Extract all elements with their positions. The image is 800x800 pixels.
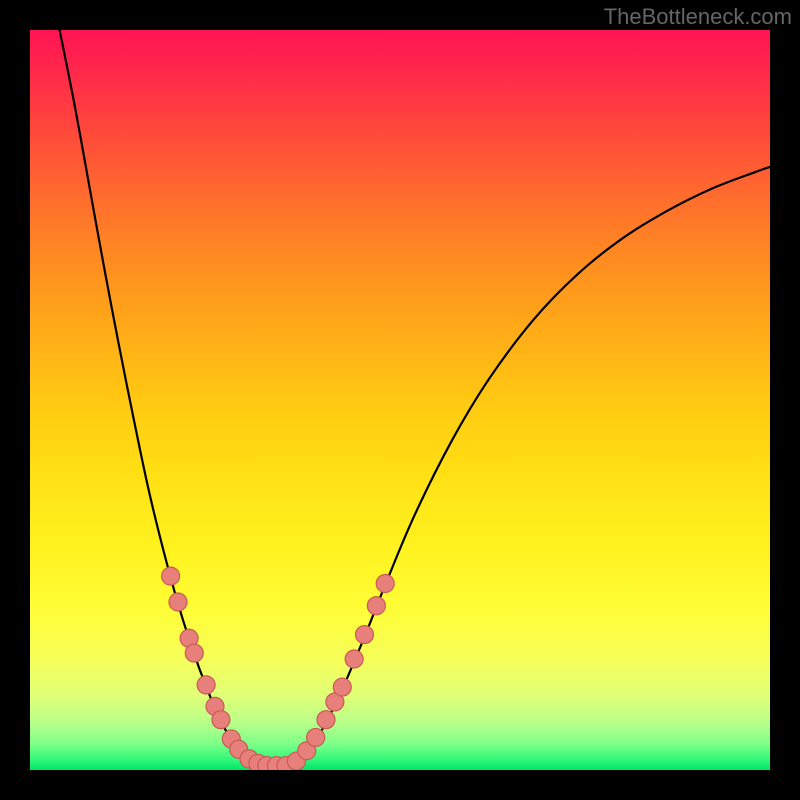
- marker-point: [307, 728, 325, 746]
- chart-container: TheBottleneck.com: [0, 0, 800, 800]
- marker-point: [212, 711, 230, 729]
- marker-point: [317, 711, 335, 729]
- marker-point: [185, 644, 203, 662]
- marker-point: [169, 593, 187, 611]
- plot-area: [30, 30, 770, 770]
- marker-point: [355, 626, 373, 644]
- marker-point: [345, 650, 363, 668]
- marker-point: [197, 676, 215, 694]
- marker-point: [333, 678, 351, 696]
- marker-point: [376, 575, 394, 593]
- gradient-background: [30, 30, 770, 770]
- marker-point: [162, 567, 180, 585]
- chart-svg: [30, 30, 770, 770]
- watermark-text: TheBottleneck.com: [604, 4, 792, 30]
- marker-point: [367, 597, 385, 615]
